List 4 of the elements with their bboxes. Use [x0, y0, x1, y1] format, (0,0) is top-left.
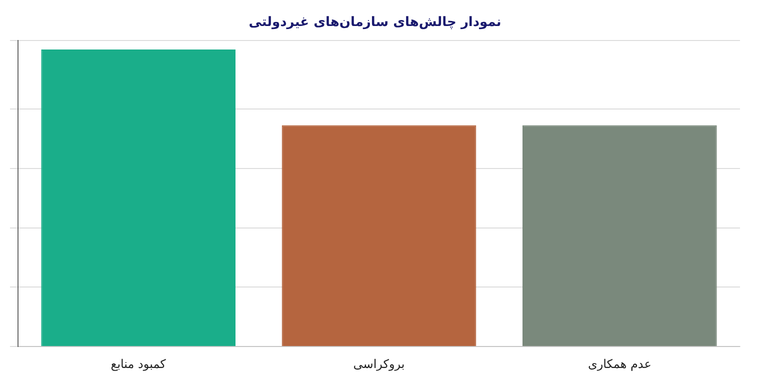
x-tick-label: بروکراسی: [353, 356, 405, 371]
x-tick-label: کمبود منابع: [110, 356, 166, 371]
chart-title: نمودار چالش‌های سازمان‌های غیردولتی: [248, 15, 502, 30]
x-tick-label: عدم همکاری: [588, 356, 652, 371]
